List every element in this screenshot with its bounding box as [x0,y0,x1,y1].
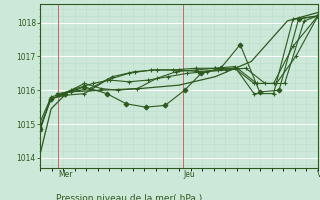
Text: Mer: Mer [58,170,73,179]
Text: V: V [316,170,320,179]
Text: Jeu: Jeu [183,170,195,179]
Text: Pression niveau de la mer( hPa ): Pression niveau de la mer( hPa ) [56,194,202,200]
